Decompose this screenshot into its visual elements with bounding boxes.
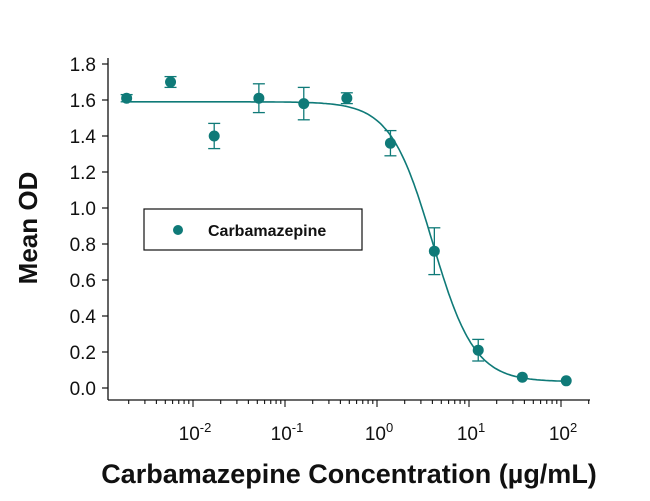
y-tick-label: 0.8 [70,235,96,256]
data-point [121,92,133,104]
data-point-group [164,75,177,89]
x-tick-label: 10-2 [179,420,212,445]
legend-label: Carbamazepine [208,223,326,240]
y-tick-label: 1.4 [70,127,97,148]
data-point [428,245,440,257]
data-point-group [472,338,485,362]
y-axis-title: Mean OD [13,172,43,285]
data-point-group [340,92,353,105]
data-point [253,92,265,104]
data-point [560,375,572,387]
data-point-group [120,92,133,104]
data-point-group [297,86,310,121]
legend-marker [173,225,183,235]
y-tick-label: 1.2 [70,163,96,184]
data-point [165,76,177,88]
y-tick-label: 0.0 [70,379,96,400]
y-tick-label: 1.8 [70,55,96,76]
y-axis: 0.0 0.2 0.4 0.6 0.8 1.0 1.2 1.4 1.6 1.8 [70,55,109,400]
data-point-group [384,129,397,157]
x-tick-label: 102 [549,420,577,445]
y-tick-label: 1.0 [70,199,96,220]
y-tick-label: 0.4 [70,307,97,328]
data-point-group [208,122,221,150]
x-tick-label: 100 [365,420,393,445]
x-axis: 10-2 10-1 100 101 102 [108,399,590,445]
y-tick-label: 0.2 [70,343,96,364]
y-tick-label: 0.6 [70,271,96,292]
y-tick-label: 1.6 [70,91,96,112]
data-points [120,75,572,387]
data-point [208,130,220,142]
legend: Carbamazepine [143,208,363,251]
data-point [341,92,353,104]
data-point [472,344,484,356]
x-tick-label: 10-1 [271,420,304,445]
data-point-group [252,83,265,114]
data-point [384,137,396,149]
x-tick-label: 101 [457,420,485,445]
data-point-group [516,371,528,383]
data-point [298,98,310,110]
fit-curve [126,101,565,382]
data-point [516,371,528,383]
data-point-group [428,227,441,276]
x-axis-title: Carbamazepine Concentration (µg/mL) [101,459,597,489]
data-point-group [560,375,572,387]
